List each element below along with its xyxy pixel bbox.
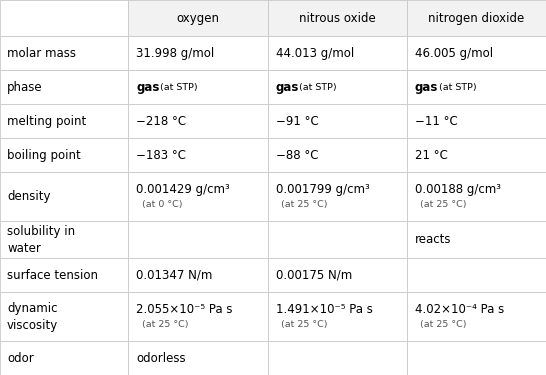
Text: (at STP): (at STP) — [436, 83, 476, 92]
Bar — [128, 172, 268, 221]
Bar — [268, 138, 407, 172]
Bar — [407, 104, 546, 138]
Text: 0.001429 g/cm³: 0.001429 g/cm³ — [136, 183, 230, 196]
Bar — [128, 0, 268, 36]
Text: 4.02×10⁻⁴ Pa s: 4.02×10⁻⁴ Pa s — [415, 303, 504, 316]
Bar — [268, 0, 407, 36]
Text: 46.005 g/mol: 46.005 g/mol — [415, 47, 493, 60]
Text: (at 25 °C): (at 25 °C) — [142, 320, 188, 328]
Text: surface tension: surface tension — [7, 269, 98, 282]
Bar — [268, 258, 407, 292]
Bar — [0, 70, 128, 104]
Bar — [128, 70, 268, 104]
Text: 21 °C: 21 °C — [415, 149, 448, 162]
Bar — [128, 341, 268, 375]
Bar — [128, 258, 268, 292]
Bar — [128, 138, 268, 172]
Bar — [0, 36, 128, 70]
Text: dynamic
viscosity: dynamic viscosity — [7, 302, 58, 332]
Bar — [128, 292, 268, 341]
Text: 31.998 g/mol: 31.998 g/mol — [136, 47, 215, 60]
Bar — [0, 138, 128, 172]
Text: solubility in
water: solubility in water — [7, 225, 75, 255]
Bar — [407, 138, 546, 172]
Text: phase: phase — [7, 81, 43, 94]
Bar — [268, 70, 407, 104]
Text: melting point: melting point — [7, 115, 86, 128]
Text: density: density — [7, 190, 51, 203]
Text: 0.001799 g/cm³: 0.001799 g/cm³ — [276, 183, 370, 196]
Text: gas: gas — [415, 81, 438, 94]
Bar — [128, 104, 268, 138]
Text: (at 25 °C): (at 25 °C) — [281, 320, 328, 328]
Bar — [407, 258, 546, 292]
Bar — [0, 0, 128, 36]
Text: −91 °C: −91 °C — [276, 115, 318, 128]
Text: 2.055×10⁻⁵ Pa s: 2.055×10⁻⁵ Pa s — [136, 303, 233, 316]
Text: (at 25 °C): (at 25 °C) — [281, 200, 328, 208]
Text: 0.01347 N/m: 0.01347 N/m — [136, 269, 213, 282]
Bar — [268, 292, 407, 341]
Bar — [0, 341, 128, 375]
Bar — [0, 172, 128, 221]
Text: 1.491×10⁻⁵ Pa s: 1.491×10⁻⁵ Pa s — [276, 303, 372, 316]
Bar — [128, 36, 268, 70]
Text: nitrogen dioxide: nitrogen dioxide — [428, 12, 525, 25]
Bar — [407, 70, 546, 104]
Text: (at 25 °C): (at 25 °C) — [420, 320, 467, 328]
Bar — [0, 221, 128, 258]
Text: (at STP): (at STP) — [296, 83, 337, 92]
Text: −88 °C: −88 °C — [276, 149, 318, 162]
Text: gas: gas — [276, 81, 299, 94]
Bar — [407, 172, 546, 221]
Bar — [268, 221, 407, 258]
Bar — [128, 221, 268, 258]
Bar — [268, 36, 407, 70]
Bar — [268, 172, 407, 221]
Text: −218 °C: −218 °C — [136, 115, 187, 128]
Bar — [407, 292, 546, 341]
Text: 0.00175 N/m: 0.00175 N/m — [276, 269, 352, 282]
Text: (at 25 °C): (at 25 °C) — [420, 200, 467, 208]
Text: gas: gas — [136, 81, 160, 94]
Bar — [268, 104, 407, 138]
Text: reacts: reacts — [415, 233, 452, 246]
Bar — [0, 258, 128, 292]
Text: odor: odor — [7, 351, 34, 364]
Text: molar mass: molar mass — [7, 47, 76, 60]
Bar — [407, 36, 546, 70]
Bar — [407, 221, 546, 258]
Text: (at STP): (at STP) — [157, 83, 198, 92]
Text: 44.013 g/mol: 44.013 g/mol — [276, 47, 354, 60]
Bar — [0, 104, 128, 138]
Bar — [407, 341, 546, 375]
Bar — [407, 0, 546, 36]
Text: (at 0 °C): (at 0 °C) — [142, 200, 182, 208]
Text: oxygen: oxygen — [176, 12, 219, 25]
Bar — [0, 292, 128, 341]
Text: odorless: odorless — [136, 351, 186, 364]
Text: boiling point: boiling point — [7, 149, 81, 162]
Text: nitrous oxide: nitrous oxide — [299, 12, 376, 25]
Bar — [268, 341, 407, 375]
Text: −183 °C: −183 °C — [136, 149, 187, 162]
Text: 0.00188 g/cm³: 0.00188 g/cm³ — [415, 183, 501, 196]
Text: −11 °C: −11 °C — [415, 115, 458, 128]
